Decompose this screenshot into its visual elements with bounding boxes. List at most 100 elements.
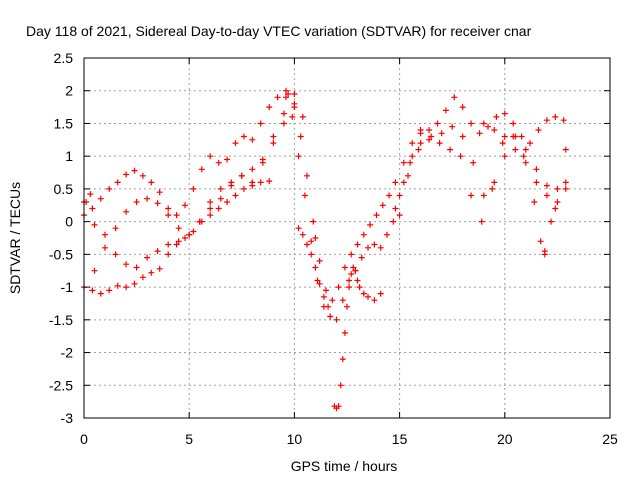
data-point [485,123,491,130]
data-point [266,178,273,185]
data-point [112,225,119,232]
data-point [257,179,264,186]
y-tick-label: -2 [61,345,74,361]
data-point [554,199,561,205]
data-point [215,159,222,166]
data-point [527,140,533,147]
data-point [329,297,336,304]
data-point [562,179,569,186]
data-point [249,182,256,189]
data-point [501,133,508,140]
data-point [552,205,559,212]
data-point [299,231,306,238]
data-point [291,100,298,107]
data-point [148,269,155,276]
data-point [301,192,308,199]
data-point [386,192,393,199]
data-point [449,123,456,130]
data-point [91,221,98,228]
data-point [91,267,98,274]
data-point [304,172,310,179]
data-point [133,199,140,205]
data-point [102,244,108,251]
data-point [447,146,454,153]
data-point [360,290,367,297]
data-point [510,133,517,140]
data-point [409,140,416,147]
data-point [493,113,500,120]
data-point [123,208,130,215]
data-point [308,238,315,245]
data-point [165,212,172,219]
data-point [190,185,197,192]
data-point [371,297,378,304]
data-point [295,153,302,160]
data-point [339,356,346,363]
data-point [240,185,247,192]
data-point [478,218,485,225]
x-tick-label: 25 [602,431,618,447]
data-point [316,257,323,264]
data-point [198,166,205,173]
data-point [470,159,477,166]
data-point [240,133,247,140]
data-point [344,303,350,310]
data-point [266,104,273,111]
data-point [123,284,130,291]
data-point [543,182,550,189]
data-point [87,191,94,198]
data-point [106,287,113,294]
data-point [510,120,517,127]
y-tick-label: -1 [61,279,74,295]
data-point [320,293,327,300]
data-point [314,277,321,284]
data-point [390,218,397,225]
data-point [468,192,475,199]
data-point [392,179,399,186]
data-point [274,94,281,101]
data-point [154,248,161,255]
data-point [428,133,435,140]
y-tick-label: -1.5 [49,312,73,328]
data-point [543,192,550,199]
data-point [533,166,540,173]
data-point [442,107,449,114]
axis-layer: -3 -2.5 -2 -1.5 -1 -0.5 0 0.5 1 1.5 2 2.5 0 5 10 15 20 25 [49,50,618,447]
data-point [384,231,390,238]
x-tick-label: 15 [392,431,408,447]
data-point [156,189,163,196]
data-point [232,140,239,147]
data-point [415,146,422,153]
data-point [89,287,96,294]
data-point [207,205,214,212]
data-point [531,199,538,205]
data-point [489,185,496,192]
data-point [291,91,298,97]
data-point [499,140,506,147]
data-point [270,140,277,147]
data-point [148,179,155,186]
data-point [491,179,498,186]
data-point [238,172,245,179]
data-point [426,127,433,133]
data-point [348,271,355,277]
data-point [259,156,266,163]
data-point [354,241,361,248]
y-tick-label: 2.5 [54,50,74,66]
data-point [417,140,424,147]
data-point [480,192,487,199]
data-point [379,202,386,209]
data-point [436,140,443,147]
data-point [144,254,151,261]
data-point [280,110,287,117]
y-tick-label: 2 [65,83,73,99]
data-point [289,113,296,120]
x-tick-label: 0 [80,431,88,447]
data-point [207,153,214,160]
data-point [190,228,197,235]
data-point [459,133,466,140]
data-point [308,251,315,258]
data-point [562,185,569,192]
